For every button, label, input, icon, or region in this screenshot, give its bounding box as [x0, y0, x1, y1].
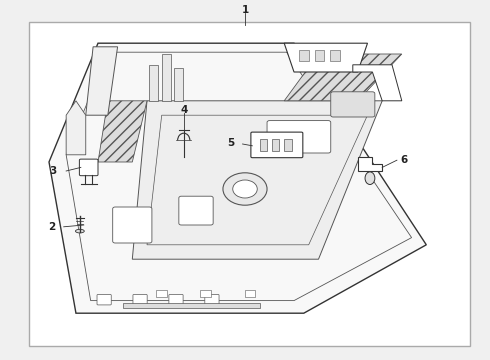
FancyBboxPatch shape	[97, 294, 111, 305]
Polygon shape	[284, 43, 368, 72]
Text: 6: 6	[401, 155, 408, 165]
Polygon shape	[284, 54, 402, 101]
Polygon shape	[86, 47, 118, 115]
Polygon shape	[49, 43, 426, 313]
FancyBboxPatch shape	[79, 159, 98, 176]
Polygon shape	[132, 101, 382, 259]
Bar	[299, 50, 309, 61]
Bar	[149, 65, 158, 101]
Ellipse shape	[365, 172, 375, 185]
Bar	[330, 50, 340, 61]
Circle shape	[223, 173, 267, 205]
Polygon shape	[98, 101, 147, 162]
FancyBboxPatch shape	[156, 290, 167, 297]
FancyBboxPatch shape	[200, 290, 211, 297]
Polygon shape	[66, 101, 86, 155]
Text: 2: 2	[48, 222, 55, 232]
Polygon shape	[353, 65, 402, 101]
Bar	[272, 139, 279, 151]
Ellipse shape	[75, 229, 84, 233]
Circle shape	[233, 180, 257, 198]
Bar	[162, 54, 171, 101]
Polygon shape	[358, 157, 382, 171]
FancyBboxPatch shape	[133, 294, 147, 305]
FancyBboxPatch shape	[205, 294, 219, 305]
Text: 5: 5	[228, 138, 235, 148]
Bar	[174, 68, 183, 101]
Bar	[260, 139, 267, 151]
FancyBboxPatch shape	[251, 132, 303, 158]
Bar	[122, 303, 260, 308]
Text: 3: 3	[49, 166, 56, 176]
FancyBboxPatch shape	[267, 121, 331, 153]
Bar	[284, 139, 292, 151]
Bar	[315, 50, 324, 61]
FancyBboxPatch shape	[179, 196, 213, 225]
FancyBboxPatch shape	[331, 92, 375, 117]
Text: 1: 1	[242, 5, 248, 15]
Text: 4: 4	[180, 105, 188, 115]
FancyBboxPatch shape	[169, 294, 183, 305]
FancyBboxPatch shape	[245, 290, 255, 297]
FancyBboxPatch shape	[113, 207, 152, 243]
